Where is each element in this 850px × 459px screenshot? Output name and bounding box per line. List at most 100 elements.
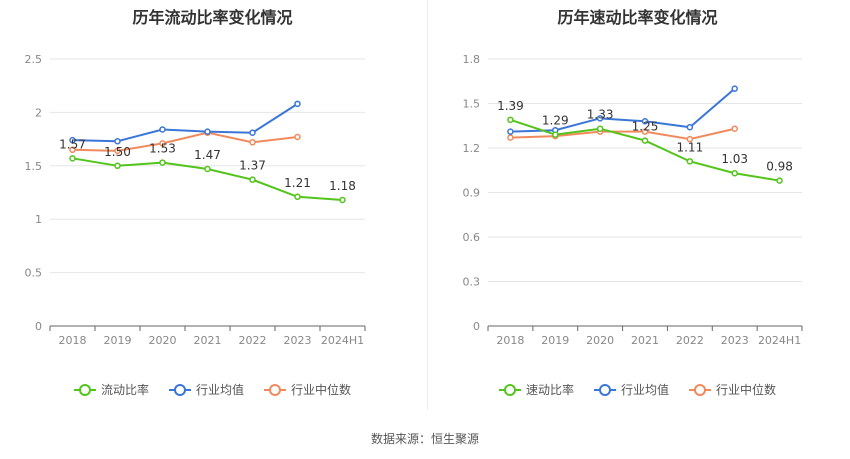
legend-line-icon xyxy=(264,383,286,396)
data-point[interactable] xyxy=(69,146,76,154)
legend: 流动比率 行业均值 行业中位数 xyxy=(0,381,425,398)
data-label: 1.37 xyxy=(239,159,266,173)
data-label: 0.98 xyxy=(766,160,793,174)
y-tick-label: 1.2 xyxy=(463,142,481,155)
series-line xyxy=(510,127,735,141)
y-tick-label: 0.5 xyxy=(25,267,43,280)
data-point[interactable] xyxy=(552,131,559,138)
data-point[interactable] xyxy=(507,134,514,141)
data-point[interactable] xyxy=(249,139,256,146)
data-point[interactable] xyxy=(641,137,649,144)
data-point[interactable] xyxy=(776,177,783,184)
data-label: 1.50 xyxy=(104,145,131,159)
y-tick-label: 1.8 xyxy=(463,53,481,66)
x-tick-label: 2022 xyxy=(676,334,704,347)
data-label: 1.18 xyxy=(329,179,356,193)
y-tick-label: 1.5 xyxy=(25,160,43,173)
data-point[interactable] xyxy=(507,116,514,124)
data-point[interactable] xyxy=(114,137,121,145)
legend-line-icon xyxy=(73,383,96,396)
legend-line-icon xyxy=(593,383,616,396)
x-tick-label: 2019 xyxy=(104,334,132,347)
x-tick-label: 2020 xyxy=(149,334,177,347)
data-point[interactable] xyxy=(294,133,301,141)
data-point[interactable] xyxy=(339,196,346,204)
data-point[interactable] xyxy=(686,135,694,143)
data-label: 1.33 xyxy=(587,108,614,122)
data-point[interactable] xyxy=(507,128,514,135)
data-point[interactable] xyxy=(731,169,738,177)
data-point[interactable] xyxy=(204,165,211,173)
data-point[interactable] xyxy=(686,123,694,131)
series-line xyxy=(72,103,299,143)
quick-ratio-plot: 0 0.3 0.6 0.9 1.2 1.5 1.8 2018 2019 2020 2021 2022 2… xyxy=(463,53,803,347)
legend-label: 速动比率 xyxy=(525,383,574,397)
y-tick-label: 0 xyxy=(473,320,480,333)
data-point[interactable] xyxy=(294,193,301,201)
data-label: 1.21 xyxy=(284,176,311,190)
data-label: 1.11 xyxy=(676,140,703,154)
x-tick-label: 2022 xyxy=(239,334,267,347)
x-tick-label: 2023 xyxy=(721,334,749,347)
series-line xyxy=(72,131,298,152)
legend-item-industry-median[interactable]: 行业中位数 xyxy=(264,381,351,398)
data-point[interactable] xyxy=(159,159,166,166)
y-tick-label: 2.5 xyxy=(25,53,43,66)
x-tick-label: 2023 xyxy=(284,334,312,347)
data-point[interactable] xyxy=(204,128,211,135)
data-point[interactable] xyxy=(249,176,256,183)
data-point[interactable] xyxy=(69,136,76,144)
y-tick-label: 0.3 xyxy=(463,276,481,289)
y-tick-label: 0 xyxy=(35,320,42,333)
data-point[interactable] xyxy=(69,155,76,162)
y-tick-label: 1.5 xyxy=(463,98,481,111)
current-ratio-chart: 历年流动比率变化情况 0 0.5 1 1.5 2 2.5 2018 2019 2020 2021 2… xyxy=(0,0,425,410)
data-label: 1.47 xyxy=(194,148,221,162)
x-tick-label: 2019 xyxy=(541,334,569,347)
x-tick-label: 2018 xyxy=(496,334,524,347)
x-tick-label: 2018 xyxy=(59,334,87,347)
legend-label: 行业均值 xyxy=(195,383,244,397)
legend-item-industry-median[interactable]: 行业中位数 xyxy=(689,381,776,398)
legend-item-industry-mean[interactable]: 行业均值 xyxy=(593,381,669,398)
legend-line-icon xyxy=(168,383,191,396)
current-ratio-plot: 0 0.5 1 1.5 2 2.5 2018 2019 2020 2021 2022 2023 2024… xyxy=(25,53,366,347)
legend-label: 行业中位数 xyxy=(291,383,352,397)
data-source: 数据来源：恒生聚源 xyxy=(370,432,479,446)
legend-label: 行业中位数 xyxy=(716,383,777,397)
data-label: 1.39 xyxy=(497,99,524,113)
legend-label: 行业均值 xyxy=(620,383,669,397)
legend-item-current-ratio[interactable]: 流动比率 xyxy=(73,381,149,398)
data-label: 1.03 xyxy=(721,152,748,166)
y-tick-label: 0.6 xyxy=(463,231,481,244)
data-point[interactable] xyxy=(114,147,121,155)
data-point[interactable] xyxy=(731,85,738,92)
legend-line-icon xyxy=(498,383,521,396)
data-point[interactable] xyxy=(686,158,694,165)
x-tick-label: 2024H1 xyxy=(758,334,801,347)
x-tick-label: 2024H1 xyxy=(321,334,364,347)
data-point[interactable] xyxy=(596,115,604,122)
data-point[interactable] xyxy=(596,125,604,132)
panel-divider xyxy=(427,0,428,410)
data-point[interactable] xyxy=(641,128,649,135)
data-point[interactable] xyxy=(114,162,121,170)
chart-title: 历年速动比率变化情况 xyxy=(557,8,718,27)
legend-item-industry-mean[interactable]: 行业均值 xyxy=(168,381,244,398)
y-tick-label: 1 xyxy=(35,213,42,226)
data-label: 1.53 xyxy=(149,142,176,156)
data-label: 1.29 xyxy=(542,114,569,128)
quick-ratio-chart: 历年速动比率变化情况 0 0.3 0.6 0.9 1.2 1.5 1.8 2018 2019 20… xyxy=(425,0,850,410)
legend-item-quick-ratio[interactable]: 速动比率 xyxy=(498,381,574,398)
data-point[interactable] xyxy=(249,129,256,136)
legend: 速动比率 行业均值 行业中位数 xyxy=(425,381,850,398)
data-label: 1.25 xyxy=(632,120,659,134)
data-point[interactable] xyxy=(731,125,738,132)
legend-label: 流动比率 xyxy=(100,383,149,397)
data-point[interactable] xyxy=(159,140,166,147)
data-point[interactable] xyxy=(159,126,166,133)
data-point[interactable] xyxy=(641,118,649,125)
chart-title: 历年流动比率变化情况 xyxy=(132,8,293,27)
data-point[interactable] xyxy=(294,100,301,108)
y-tick-label: 0.9 xyxy=(463,187,481,200)
